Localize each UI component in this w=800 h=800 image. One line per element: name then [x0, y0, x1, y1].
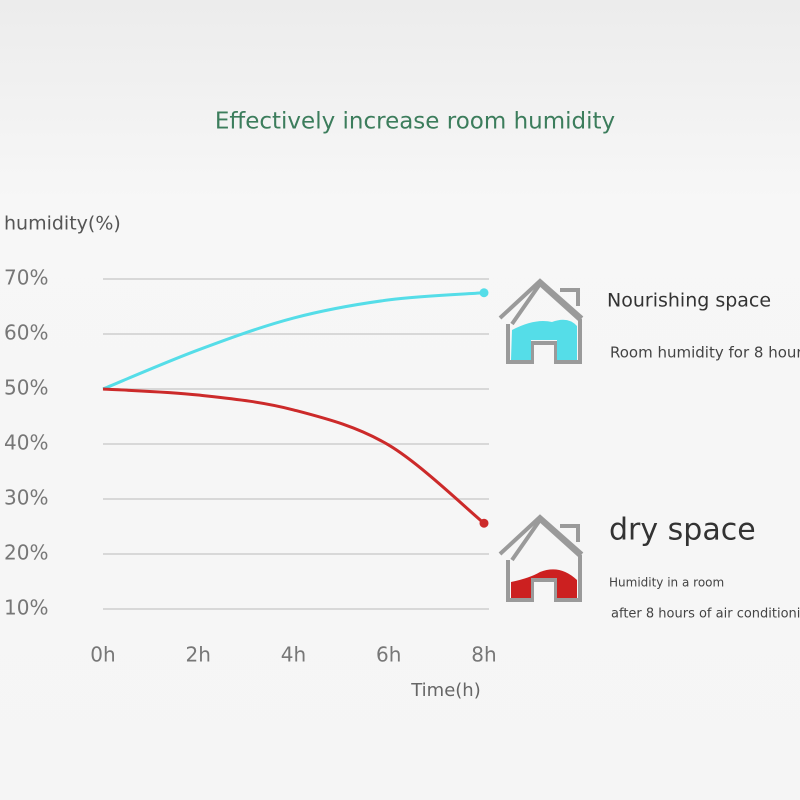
annotation-title: Nourishing space [607, 290, 771, 312]
chart-title: Effectively increase room humidity [215, 109, 615, 135]
y-tick-label: 50% [4, 376, 48, 400]
x-tick-label: 4h [281, 643, 306, 667]
series-line [102, 387, 485, 525]
y-tick-label: 20% [4, 541, 48, 565]
y-tick-label: 60% [4, 321, 48, 345]
annotation-text: Humidity in a room [609, 576, 724, 590]
house-icon-dry [498, 514, 584, 602]
series-line [102, 291, 485, 391]
x-tick-label: 2h [186, 643, 211, 667]
annotation-title: dry space [609, 513, 756, 548]
y-axis-label: humidity(%) [4, 213, 121, 235]
end-point [479, 288, 489, 298]
annotation-text: Room humidity for 8 hours [610, 344, 800, 362]
annotation-text: after 8 hours of air conditioning on [611, 607, 800, 622]
x-axis-label: Time(h) [410, 680, 481, 701]
x-tick-label: 6h [376, 643, 401, 667]
end-point [479, 518, 489, 528]
x-tick-label: 8h [471, 643, 496, 667]
x-tick-label: 0h [90, 643, 115, 667]
y-tick-label: 10% [4, 596, 48, 620]
y-tick-label: 30% [4, 486, 48, 510]
y-tick-label: 70% [4, 266, 48, 290]
house-icon-wet [498, 278, 584, 364]
y-tick-label: 40% [4, 431, 48, 455]
